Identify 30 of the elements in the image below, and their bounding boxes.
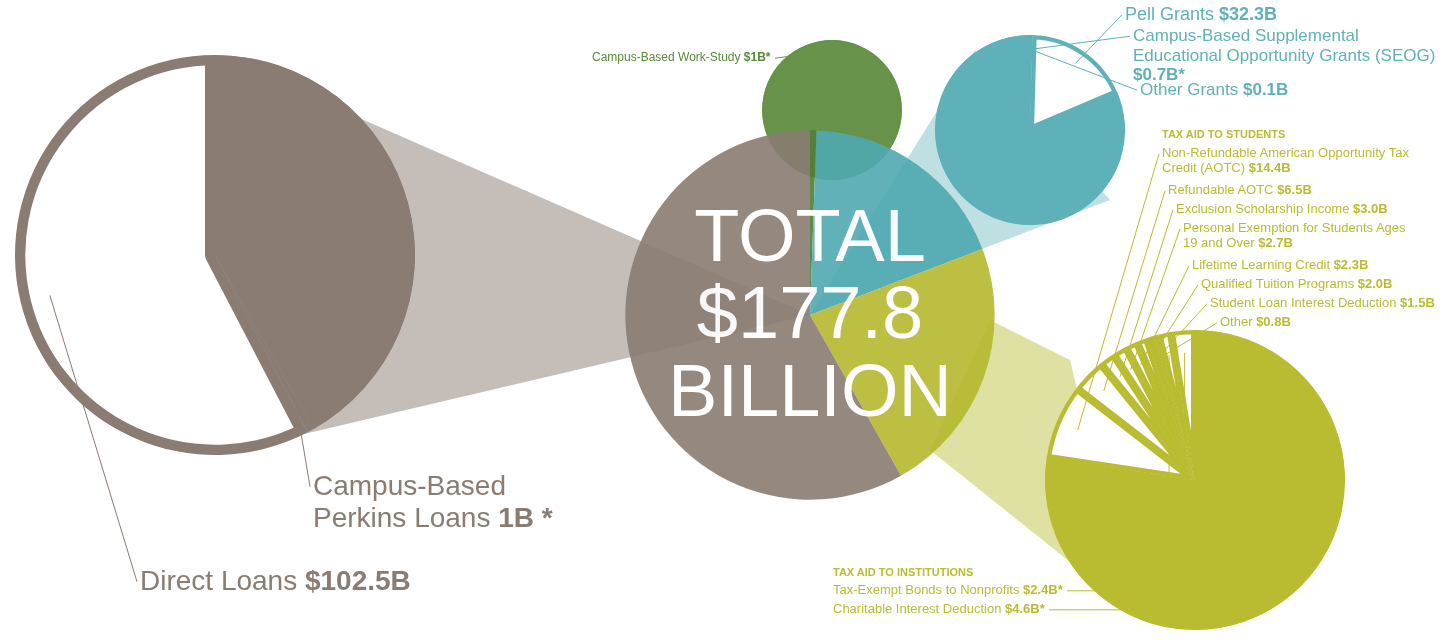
text: TAX AID TO STUDENTS [1162, 128, 1286, 141]
data-label: $2.4B* [1023, 582, 1063, 597]
slice-label: Tax-Exempt Bonds to Nonprofits [833, 582, 1020, 597]
slice-label: Campus-Based Work-Study [592, 50, 741, 64]
data-label: $1B* [743, 50, 771, 64]
data-label: $2.3B [1333, 257, 1369, 272]
data-label: $2.0B [1357, 276, 1393, 291]
data-label: $3.0B [1353, 201, 1388, 216]
slice-label: Other [1220, 314, 1253, 329]
text: TOTAL $177.8 BILLION [667, 193, 953, 432]
data-label: $1.5B [1400, 295, 1435, 310]
data-label: $102.5B [304, 565, 411, 596]
slice-label: Exclusion Scholarship Income [1176, 201, 1350, 216]
text: TAX AID TO INSTITUTIONS [833, 566, 974, 579]
slice-label: Direct Loans [140, 565, 298, 596]
slice-label: Other Grants [1140, 80, 1239, 99]
slice-label: Student Loan Interest Deduction [1210, 295, 1397, 310]
data-label: $4.6B* [1004, 601, 1045, 616]
slice-label: Pell Grants [1125, 4, 1215, 24]
data-label: $2.7B [1258, 234, 1293, 250]
data-label: $0.1B [1242, 80, 1289, 99]
slice-label: Refundable AOTC [1168, 182, 1274, 197]
slice-label: Lifetime Learning Credit [1192, 257, 1331, 272]
data-label: $0.8B [1256, 314, 1291, 329]
slice-label: Qualified Tuition Programs [1201, 276, 1355, 291]
data-label: $6.5B [1277, 182, 1312, 197]
data-label: $14.4B [1248, 159, 1291, 175]
slice-label: Campus-Based Supplemental Educational Opportunity Grants (SEOG) [1133, 26, 1436, 65]
data-label: $32.3B [1219, 4, 1278, 24]
slice-label: Charitable Interest Deduction [833, 601, 1002, 616]
